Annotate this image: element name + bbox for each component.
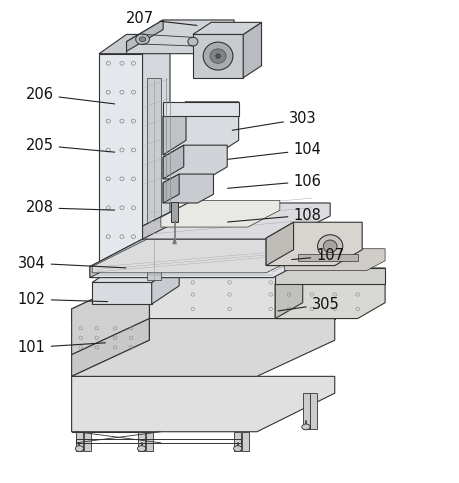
- Polygon shape: [138, 432, 145, 451]
- Polygon shape: [163, 145, 227, 179]
- Polygon shape: [147, 237, 330, 248]
- Polygon shape: [243, 22, 262, 78]
- Polygon shape: [266, 222, 362, 266]
- Text: 108: 108: [228, 208, 321, 223]
- Polygon shape: [127, 20, 234, 54]
- Polygon shape: [275, 268, 303, 319]
- Polygon shape: [163, 174, 213, 203]
- Polygon shape: [72, 376, 335, 432]
- Text: 205: 205: [26, 138, 115, 153]
- Polygon shape: [163, 102, 239, 155]
- Polygon shape: [143, 203, 330, 239]
- Polygon shape: [72, 376, 150, 432]
- Ellipse shape: [138, 446, 146, 452]
- Polygon shape: [193, 22, 262, 34]
- Polygon shape: [275, 268, 385, 284]
- Ellipse shape: [188, 37, 198, 46]
- Polygon shape: [147, 78, 161, 280]
- Polygon shape: [99, 54, 143, 299]
- Text: 101: 101: [18, 340, 106, 355]
- Text: 303: 303: [232, 111, 317, 130]
- Polygon shape: [72, 273, 150, 355]
- Polygon shape: [310, 393, 317, 429]
- Ellipse shape: [323, 240, 337, 253]
- Polygon shape: [72, 319, 150, 376]
- Polygon shape: [72, 273, 335, 324]
- Polygon shape: [266, 222, 294, 266]
- Polygon shape: [161, 200, 280, 227]
- Ellipse shape: [140, 37, 146, 42]
- Polygon shape: [193, 34, 243, 78]
- Text: 305: 305: [278, 297, 340, 312]
- Polygon shape: [163, 102, 239, 116]
- Polygon shape: [92, 239, 321, 273]
- Polygon shape: [152, 264, 179, 304]
- Polygon shape: [90, 237, 330, 278]
- Ellipse shape: [216, 54, 220, 58]
- Text: 206: 206: [26, 87, 115, 104]
- Text: 102: 102: [18, 292, 108, 307]
- Ellipse shape: [210, 49, 226, 63]
- Polygon shape: [76, 432, 83, 451]
- Polygon shape: [163, 145, 184, 179]
- Text: 106: 106: [228, 174, 321, 189]
- Polygon shape: [146, 432, 153, 451]
- Ellipse shape: [302, 424, 310, 430]
- Polygon shape: [163, 102, 186, 155]
- Polygon shape: [303, 393, 309, 429]
- Ellipse shape: [136, 34, 150, 44]
- Polygon shape: [150, 273, 335, 319]
- Polygon shape: [242, 432, 249, 451]
- Text: 104: 104: [228, 142, 321, 159]
- Polygon shape: [90, 237, 147, 278]
- Polygon shape: [127, 20, 163, 51]
- Ellipse shape: [234, 446, 242, 452]
- Ellipse shape: [75, 446, 84, 452]
- Polygon shape: [275, 268, 385, 319]
- Ellipse shape: [318, 235, 343, 258]
- Polygon shape: [143, 34, 170, 299]
- Text: 107: 107: [292, 248, 344, 263]
- Polygon shape: [285, 249, 385, 270]
- Polygon shape: [143, 203, 188, 239]
- Text: 207: 207: [126, 12, 197, 27]
- Polygon shape: [171, 202, 178, 222]
- Polygon shape: [92, 264, 179, 283]
- Polygon shape: [99, 34, 170, 54]
- Polygon shape: [84, 432, 91, 451]
- Text: 208: 208: [26, 200, 115, 215]
- Text: 304: 304: [18, 256, 126, 270]
- Polygon shape: [163, 174, 179, 203]
- Polygon shape: [234, 432, 241, 451]
- Polygon shape: [72, 319, 335, 376]
- Polygon shape: [92, 283, 152, 304]
- Ellipse shape: [203, 42, 233, 70]
- Polygon shape: [298, 254, 358, 261]
- Polygon shape: [173, 237, 176, 244]
